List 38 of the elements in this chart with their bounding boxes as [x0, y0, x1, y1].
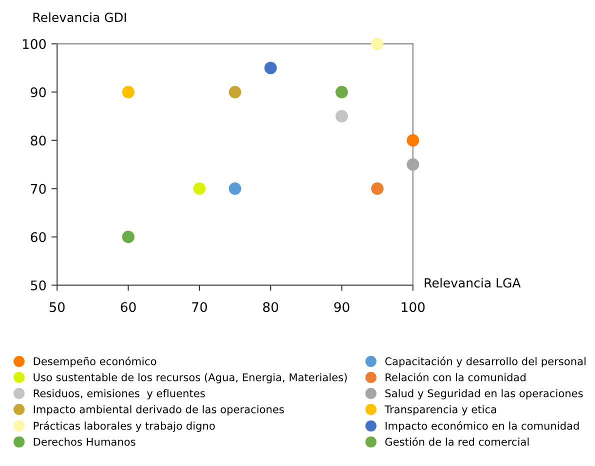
x-tick-label: 60: [120, 302, 136, 312]
legend-label: Prácticas laborales y trabajo digno: [34, 421, 215, 432]
legend-label: Relación con la comunidad: [386, 372, 526, 382]
point: [122, 86, 134, 98]
y-axis-title: Relevancia GDI: [33, 12, 126, 22]
point: [371, 182, 384, 195]
legend-label: Gestión de la red comercial: [385, 437, 529, 446]
legend-label: Transparencia y etica: [384, 405, 496, 416]
x-tick-label: 100: [402, 302, 425, 312]
legend-label: Uso sustentable de los recursos (Agua, Energia, Materiales): [34, 373, 347, 384]
legend-label: Residuos, emisiones y efluentes: [34, 389, 205, 400]
y-tick-label: 50: [30, 280, 46, 290]
legend-label: Salud y Seguridad en las operaciones: [385, 389, 583, 400]
point: [228, 182, 242, 195]
legend-label: Desempeño económico: [34, 356, 156, 368]
legend-label: Impacto ambiental derivado de las operaciones: [34, 405, 284, 416]
x-tick-label: 80: [263, 302, 278, 312]
y-tick-label: 90: [30, 87, 46, 98]
x-axis-title: Relevancia LGA: [424, 278, 521, 288]
point: [336, 110, 348, 122]
x-tick-label: 70: [192, 302, 207, 312]
point: [228, 86, 242, 98]
x-tick-label: 50: [50, 302, 65, 312]
point: [406, 158, 420, 171]
y-tick-label: 80: [30, 136, 46, 146]
point: [336, 86, 348, 98]
point: [371, 38, 384, 50]
y-tick-label: 70: [30, 184, 46, 194]
x-tick-label: 90: [334, 302, 350, 312]
point: [193, 182, 206, 195]
y-tick-label: 100: [22, 39, 46, 50]
legend-label: Impacto económico en la comunidad: [386, 421, 579, 432]
legend-label: Capacitación y desarrollo del personal: [385, 356, 586, 368]
legend-label: Derechos Humanos: [34, 438, 136, 446]
point: [122, 230, 134, 244]
y-tick-label: 60: [30, 232, 46, 242]
point: [406, 134, 420, 147]
point: [264, 62, 277, 74]
